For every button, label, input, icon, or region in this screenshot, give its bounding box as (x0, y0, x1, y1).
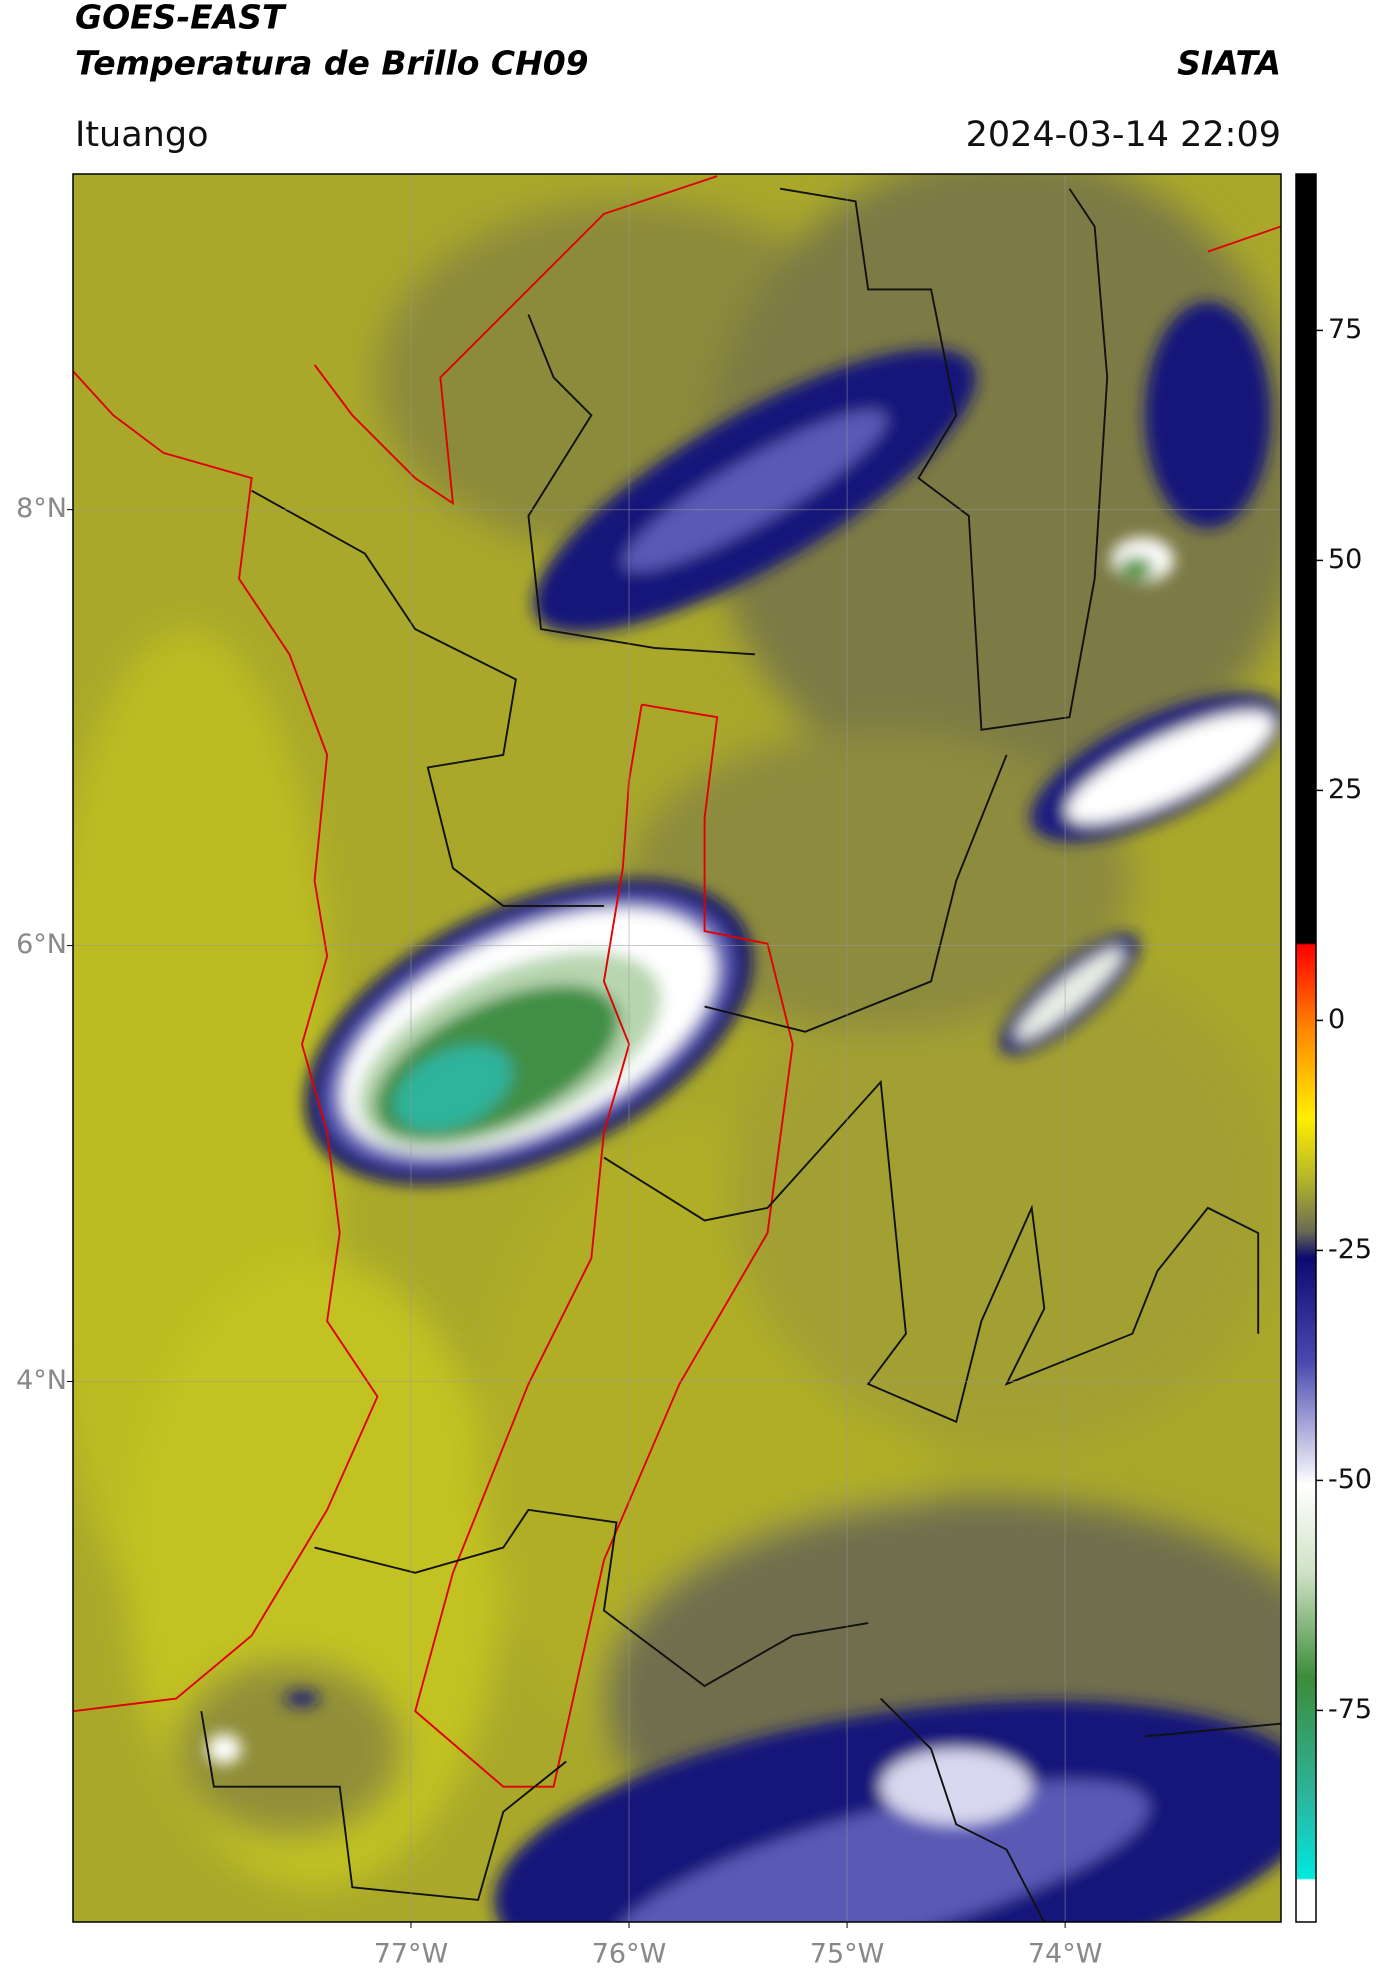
x-tick-label: 75°W (810, 1939, 885, 1970)
grid (73, 174, 1281, 1922)
datetime: 2024-03-14 22:09 (966, 115, 1281, 155)
satellite-image (73, 174, 1281, 1922)
colorbar-tick-label: 50 (1328, 544, 1362, 575)
colorbar-tick-label: -25 (1328, 1234, 1372, 1265)
colorbar-tick-label: 0 (1328, 1004, 1345, 1035)
y-tick-label: 8°N (16, 493, 67, 524)
title: GOES-EAST (75, 0, 287, 37)
map-frame (72, 173, 1282, 1923)
location: Ituango (75, 115, 209, 155)
x-tick-label: 77°W (374, 1939, 449, 1970)
colorbar-tick-label: 75 (1328, 314, 1362, 345)
y-tick-label: 4°N (16, 1365, 67, 1396)
colorbar-tick-label: 25 (1328, 774, 1362, 805)
colorbar (1295, 173, 1317, 1923)
brand: SIATA (1177, 44, 1281, 83)
colorbar-tick-label: -50 (1328, 1464, 1372, 1495)
x-tick-label: 74°W (1028, 1939, 1103, 1970)
subtitle: Temperatura de Brillo CH09 (75, 44, 589, 83)
x-tick-label: 76°W (592, 1939, 667, 1970)
colorbar-tick-label: -75 (1328, 1694, 1372, 1725)
y-tick-label: 6°N (16, 929, 67, 960)
